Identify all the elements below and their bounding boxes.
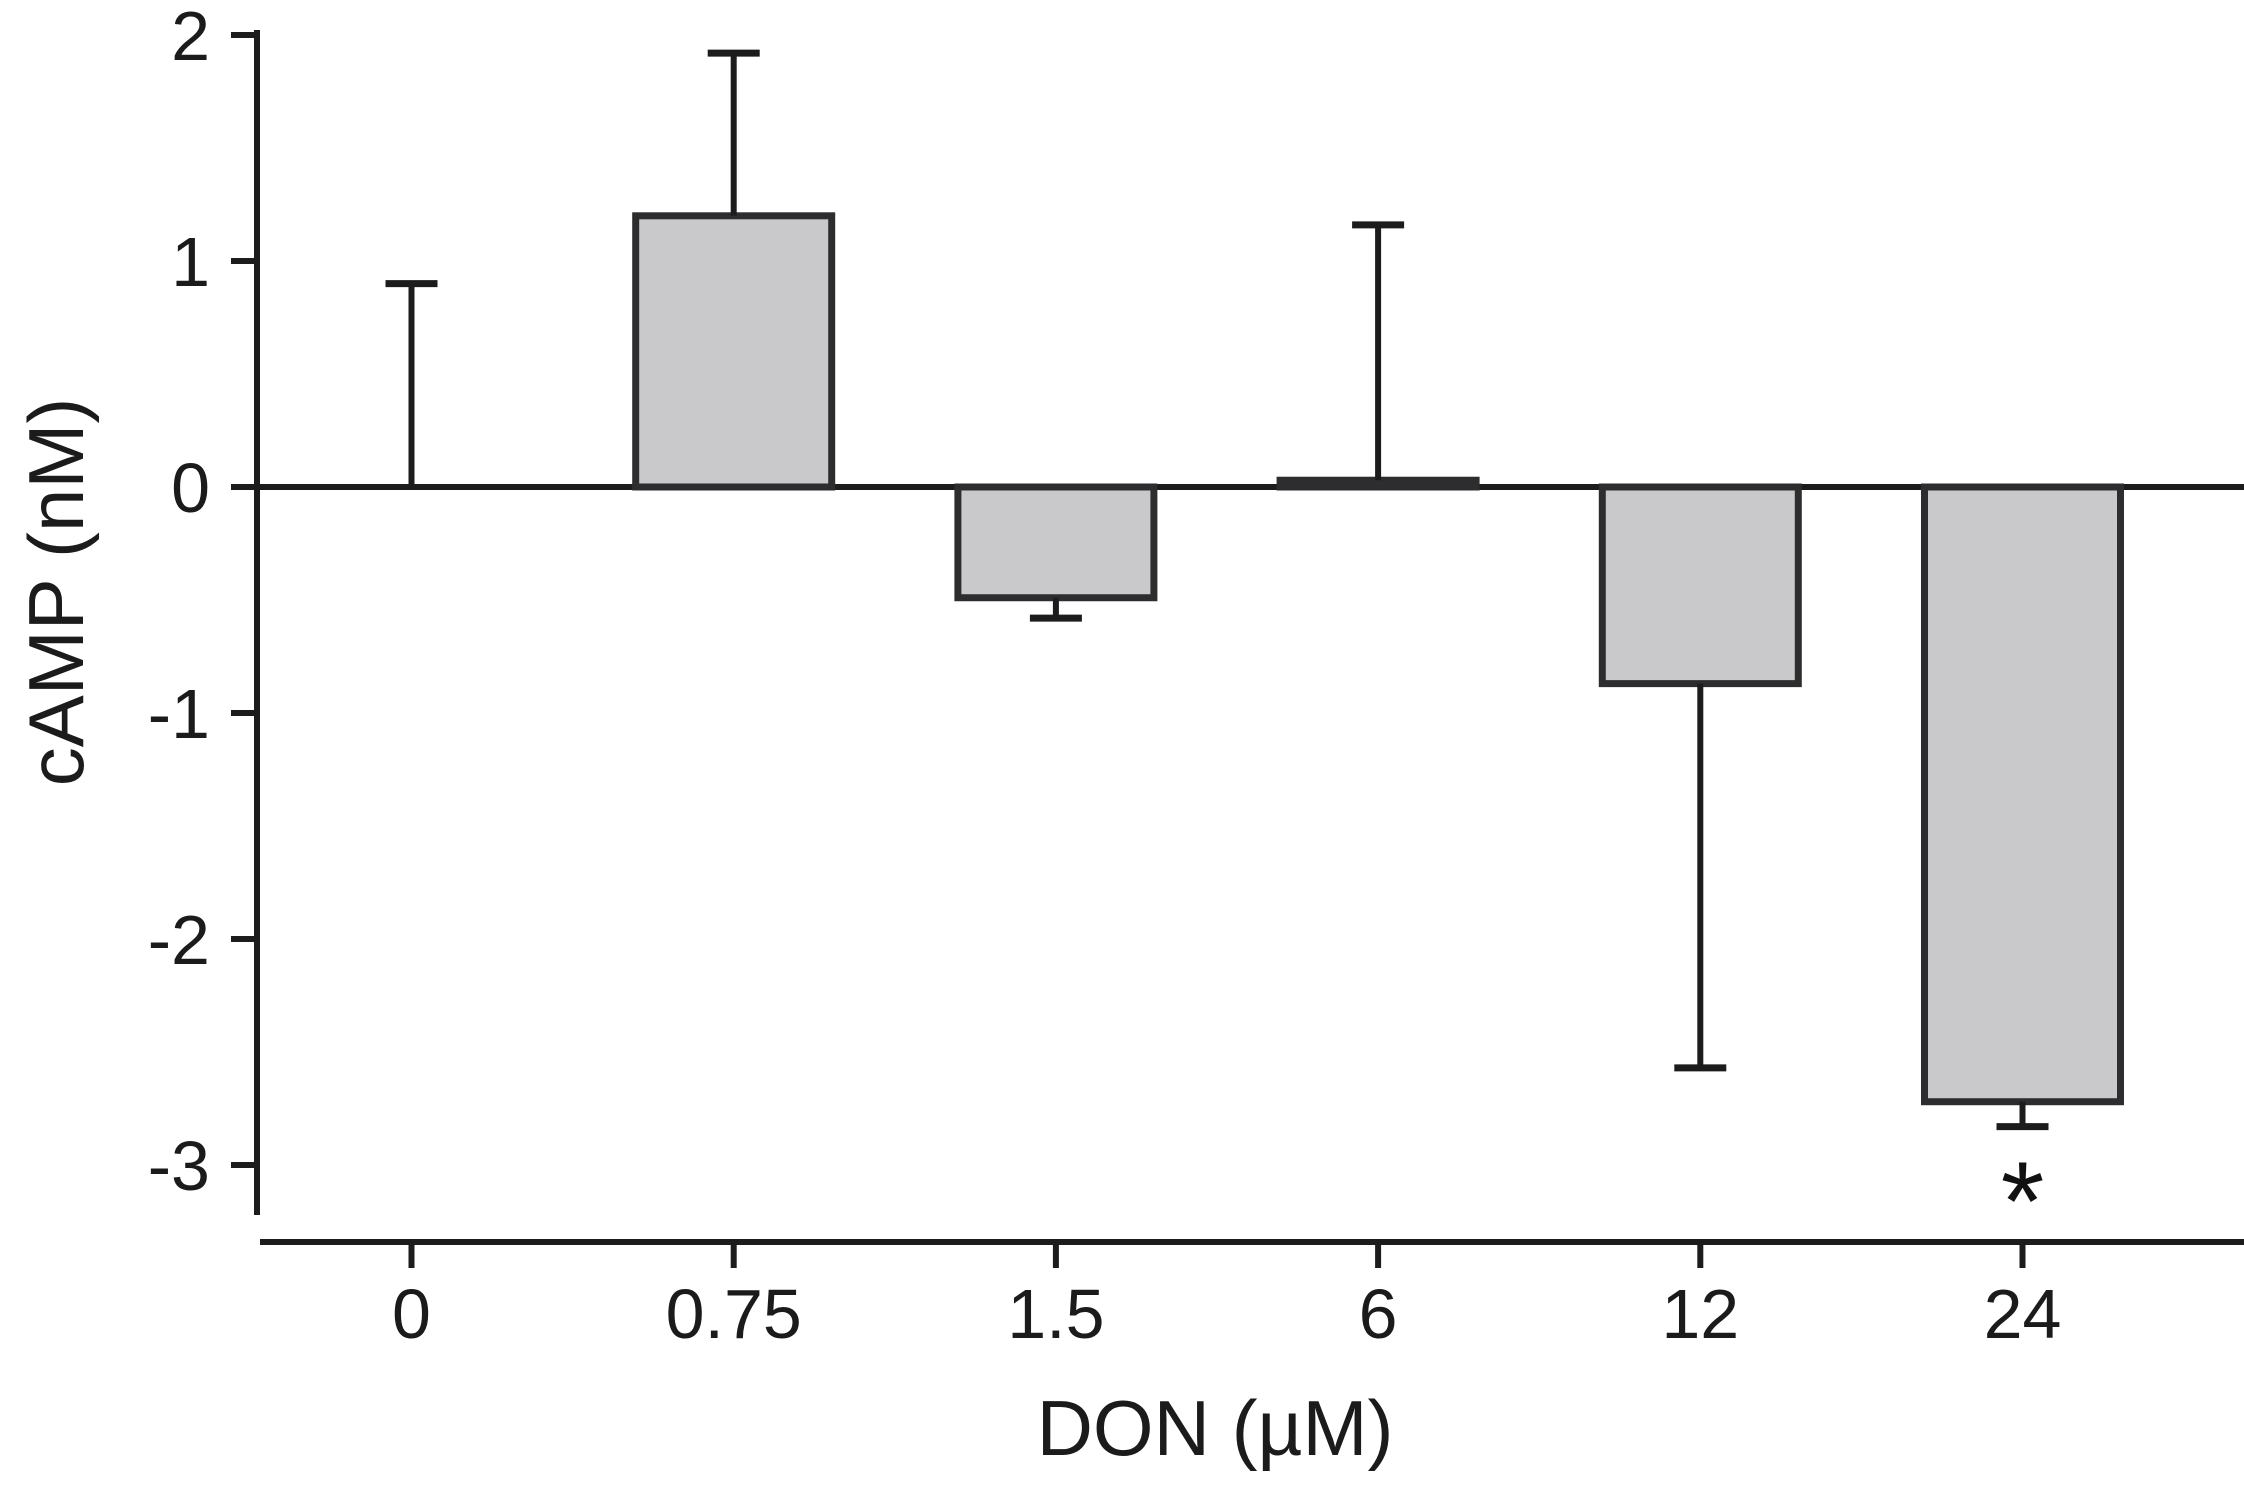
y-axis-title: cAMP (nM) (12, 398, 100, 787)
bar (632, 212, 836, 491)
x-tick-label: 0.75 (666, 1275, 802, 1353)
bar (1921, 483, 2124, 1106)
y-tick-label: 0 (171, 449, 210, 527)
x-tick-label: 6 (1359, 1275, 1398, 1353)
y-tick-label: -3 (148, 1127, 210, 1205)
y-tick-label: 2 (171, 0, 210, 75)
bar (1598, 483, 1802, 688)
y-tick-label: -2 (148, 901, 210, 979)
x-axis-title: DON (µM) (1037, 1384, 1394, 1472)
x-tick-label: 1.5 (1007, 1275, 1104, 1353)
y-tick-label: -1 (148, 675, 210, 753)
bars-layer (632, 212, 2124, 1106)
error-bars-layer (385, 49, 2049, 1131)
bar (954, 483, 1158, 602)
x-tick-label: 12 (1661, 1275, 1739, 1353)
bar (1276, 476, 1480, 491)
x-tick-label: 24 (1984, 1275, 2062, 1353)
axes-layer (231, 30, 2244, 1268)
y-tick-label: 1 (171, 223, 210, 301)
significance-asterisk: * (2001, 1139, 2045, 1264)
tick-labels-layer: 2 1 0 -1 -2 -3 0 0.75 1.5 6 12 24 * (148, 0, 2062, 1353)
x-tick-label: 0 (392, 1275, 431, 1353)
